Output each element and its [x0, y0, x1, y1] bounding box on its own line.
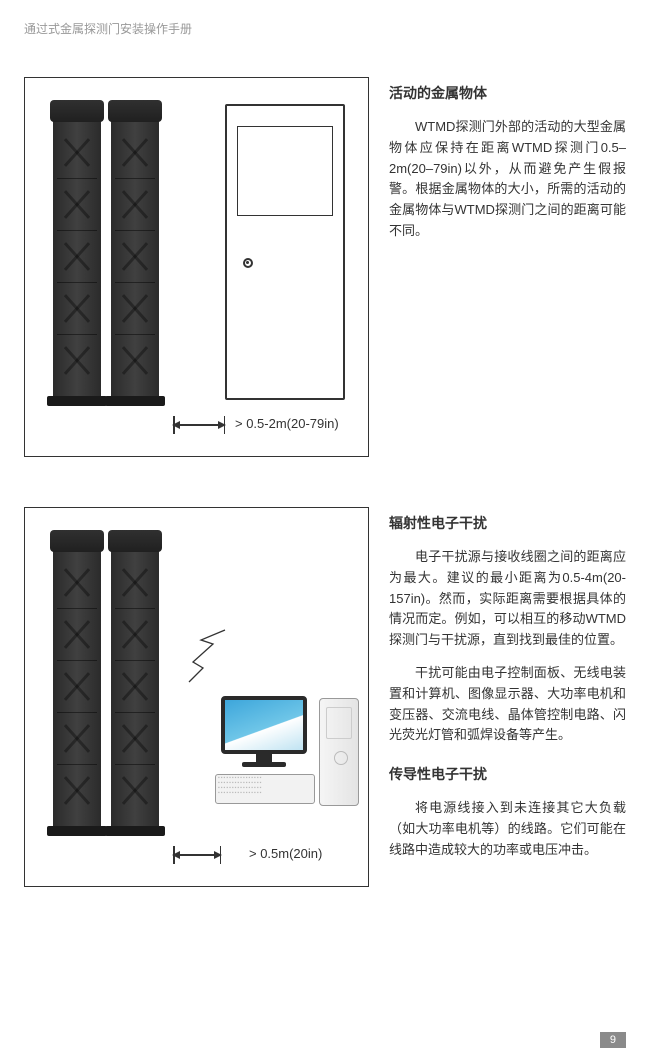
detector-panel-left: [53, 100, 101, 400]
measurement-label-2: > 0.5m(20in): [249, 846, 322, 861]
door-knob-icon: [243, 258, 253, 268]
section2-text: 辐射性电子干扰 电子干扰源与接收线圈之间的距离应为最大。建议的最小距离为0.5-…: [389, 507, 626, 887]
measurement-arrow-2: [173, 854, 221, 856]
measurement-label-1: > 0.5-2m(20-79in): [235, 416, 339, 431]
monitor-icon: [221, 696, 307, 767]
detector-panel-left-2: [53, 530, 101, 830]
section1-para1: WTMD探测门外部的活动的大型金属物体应保持在距离WTMD探测门0.5–2m(2…: [389, 117, 626, 242]
detector-panel-right-2: [111, 530, 159, 830]
section2-para1: 电子干扰源与接收线圈之间的距离应为最大。建议的最小距离为0.5-4m(20-15…: [389, 547, 626, 651]
keyboard-icon: ▪▪▪▪▪▪▪▪▪▪▪▪▪▪▪▪▪▪▪▪▪▪▪▪▪▪▪▪▪▪▪▪▪▪▪▪▪▪▪▪…: [215, 774, 315, 804]
figure-computer-distance: ▪▪▪▪▪▪▪▪▪▪▪▪▪▪▪▪▪▪▪▪▪▪▪▪▪▪▪▪▪▪▪▪▪▪▪▪▪▪▪▪…: [24, 507, 369, 887]
measurement-arrow-1: [173, 424, 225, 426]
section-moving-metal: > 0.5-2m(20-79in) 活动的金属物体 WTMD探测门外部的活动的大…: [24, 77, 626, 457]
interference-icon: [185, 628, 235, 693]
section2-title: 辐射性电子干扰: [389, 513, 626, 533]
page-header: 通过式金属探测门安装操作手册: [24, 20, 626, 37]
section2-para2: 干扰可能由电子控制面板、无线电装置和计算机、图像显示器、大功率电机和变压器、交流…: [389, 663, 626, 746]
page-number: 9: [600, 1032, 626, 1048]
section1-title: 活动的金属物体: [389, 83, 626, 103]
door-illustration: [225, 104, 345, 400]
detector-panel-right: [111, 100, 159, 400]
section-radiated-emi: ▪▪▪▪▪▪▪▪▪▪▪▪▪▪▪▪▪▪▪▪▪▪▪▪▪▪▪▪▪▪▪▪▪▪▪▪▪▪▪▪…: [24, 507, 626, 887]
section3-title: 传导性电子干扰: [389, 764, 626, 784]
section3-para1: 将电源线接入到未连接其它大负载（如大功率电机等）的线路。它们可能在线路中造成较大…: [389, 798, 626, 860]
figure-door-distance: > 0.5-2m(20-79in): [24, 77, 369, 457]
section1-text: 活动的金属物体 WTMD探测门外部的活动的大型金属物体应保持在距离WTMD探测门…: [389, 77, 626, 457]
tower-icon: [319, 698, 359, 806]
